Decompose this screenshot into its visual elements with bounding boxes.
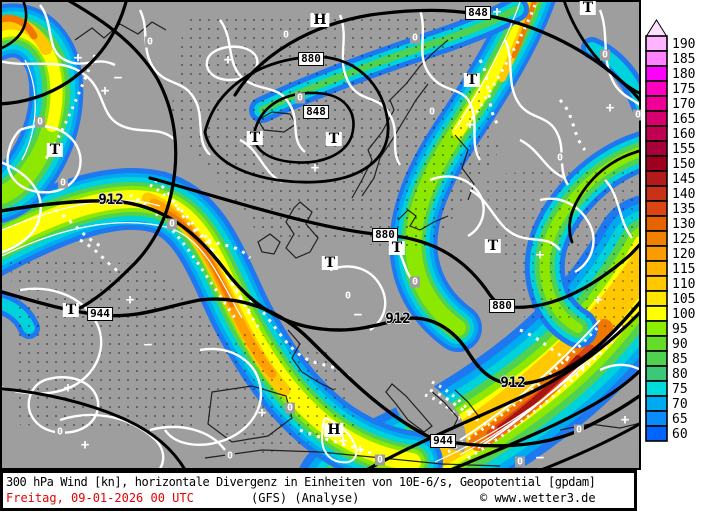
legend-value-label: 105: [672, 292, 695, 307]
legend-color-box: [645, 185, 668, 202]
divergence-contours: [0, 4, 641, 470]
dotted-white-contours: [54, 59, 587, 457]
legend-value-label: 155: [672, 142, 695, 157]
gray-wedge: [394, 372, 467, 452]
legend-color-box: [645, 200, 668, 217]
legend-color-box: [645, 320, 668, 337]
legend-value-label: 140: [672, 187, 695, 202]
legend-color-box: [645, 245, 668, 262]
legend-color-box: [645, 65, 668, 82]
legend-value-label: 65: [672, 412, 688, 427]
legend-color-box: [645, 425, 668, 442]
legend-value-label: 190: [672, 37, 695, 52]
caption-panel: 300 hPa Wind [kn], horizontale Divergenz…: [0, 470, 637, 511]
legend-value-label: 95: [672, 322, 688, 337]
legend-value-label: 130: [672, 217, 695, 232]
legend-color-box: [645, 95, 668, 112]
legend-color-box: [645, 155, 668, 172]
caption-model: (GFS) (Analyse): [251, 491, 360, 505]
caption-credit: © www.wetter3.de: [480, 491, 596, 505]
legend-color-box: [645, 170, 668, 187]
legend-color-box: [645, 305, 668, 322]
legend-value-label: 85: [672, 352, 688, 367]
legend-color-box: [645, 335, 668, 352]
legend-value-label: 175: [672, 82, 695, 97]
legend-color-box: [645, 260, 668, 277]
legend-value-label: 125: [672, 232, 695, 247]
legend-value-label: 160: [672, 127, 695, 142]
legend-value-label: 100: [672, 307, 695, 322]
legend-color-box: [645, 80, 668, 97]
wind-speed-legend: 190 185 180 175 170 165 160 155 150 145 140 135 130 1…: [641, 0, 704, 470]
legend-value-label: 115: [672, 262, 695, 277]
legend-value-label: 145: [672, 172, 695, 187]
legend-value-label: 60: [672, 427, 688, 442]
legend-color-box: [645, 50, 668, 67]
legend-color-box: [645, 110, 668, 127]
wind-speed-color-scale: 1901851801751701651601551501451401351301…: [645, 19, 695, 442]
legend-color-box: [645, 215, 668, 232]
legend-value-label: 90: [672, 337, 688, 352]
legend-value-label: 80: [672, 367, 688, 382]
legend-value-label: 180: [672, 67, 695, 82]
weather-map-svg: [0, 0, 641, 470]
legend-color-box: [645, 35, 668, 52]
legend-value-label: 165: [672, 112, 695, 127]
map-area: 0 0 0 0 0 0 0 0 0 0 0 0 0 0 0 0 0 0 0 + + + + + + + + + + + + + + + + − − − − −…: [0, 0, 644, 470]
legend-color-box: [645, 230, 668, 247]
legend-color-box: [645, 140, 668, 157]
legend-color-box: [645, 380, 668, 397]
legend-color-box: [645, 275, 668, 292]
legend-value-label: 170: [672, 97, 695, 112]
legend-color-box: [645, 290, 668, 307]
legend-value-label: 110: [672, 277, 695, 292]
legend-value-label: 185: [672, 52, 695, 67]
legend-color-box: [645, 365, 668, 382]
legend-overflow-triangle: [645, 19, 668, 37]
legend-color-box: [645, 410, 668, 427]
legend-value-label: 70: [672, 397, 688, 412]
caption-date: Freitag, 09-01-2026 00 UTC: [6, 491, 194, 505]
legend-color-box: [645, 350, 668, 367]
legend-value-label: 120: [672, 247, 695, 262]
caption-title: 300 hPa Wind [kn], horizontale Divergenz…: [6, 475, 596, 489]
legend-value-label: 150: [672, 157, 695, 172]
legend-color-box: [645, 395, 668, 412]
legend-value-label: 135: [672, 202, 695, 217]
legend-value-label: 75: [672, 382, 688, 397]
legend-color-box: [645, 125, 668, 142]
